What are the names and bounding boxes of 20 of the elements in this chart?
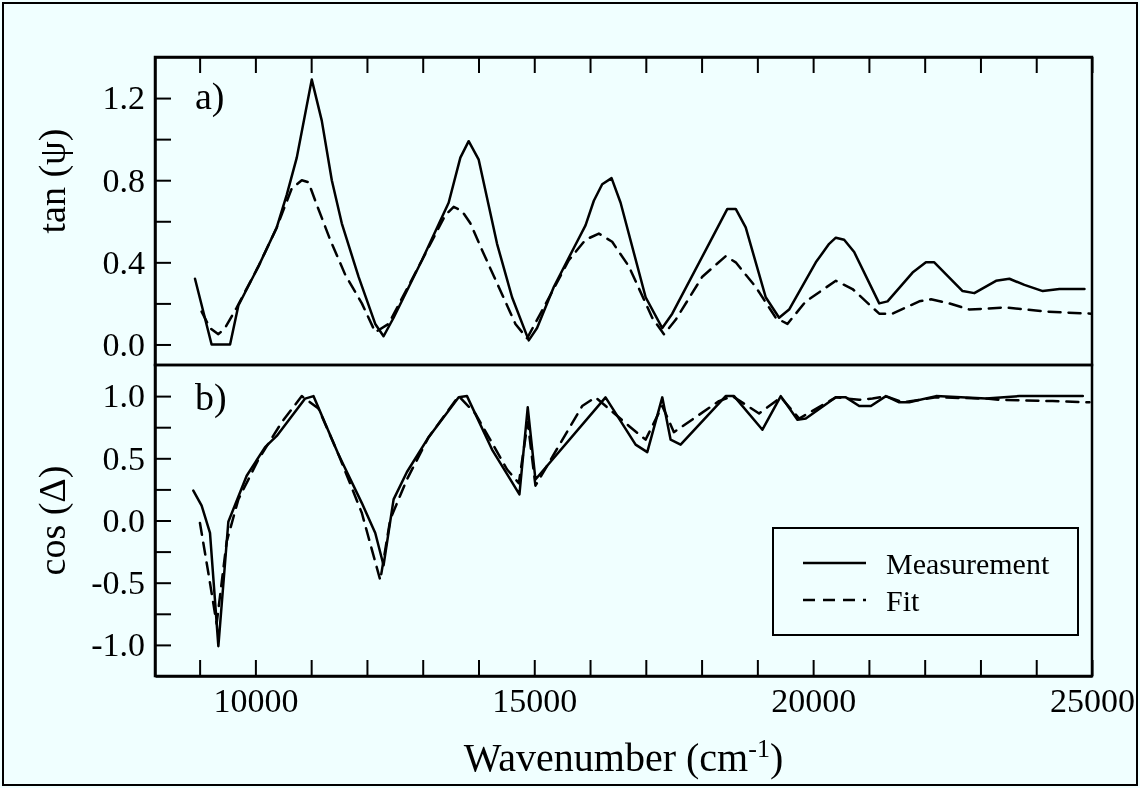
x-tick-label: 10000 (213, 682, 299, 720)
y-tick-label: 1.0 (102, 377, 145, 415)
y-axis-title: cos (Δ) (31, 465, 74, 576)
annotation: a) (195, 75, 225, 118)
y-tick-label: -1.0 (91, 626, 145, 664)
y-tick-label: 1.2 (102, 79, 145, 117)
annotation: b) (195, 376, 227, 419)
x-tick-label: 20000 (771, 682, 857, 720)
y-tick-label: 0.0 (102, 325, 145, 363)
y-axis-title: tan (ψ) (31, 128, 74, 234)
y-tick-label: 0.8 (102, 161, 145, 199)
legend-label: Fit (886, 583, 921, 617)
y-tick-label: 0.5 (102, 439, 145, 477)
x-tick-label: 25000 (1050, 682, 1135, 720)
y-tick-label: -0.5 (91, 564, 145, 602)
y-tick-label: 0.0 (102, 501, 145, 539)
x-axis-title: Wavenumber (cm$^{-1}$) (463, 733, 784, 780)
y-tick-label: 0.4 (102, 243, 145, 281)
x-tick-label: 15000 (492, 682, 578, 720)
legend-label: Measurement (886, 546, 1050, 580)
